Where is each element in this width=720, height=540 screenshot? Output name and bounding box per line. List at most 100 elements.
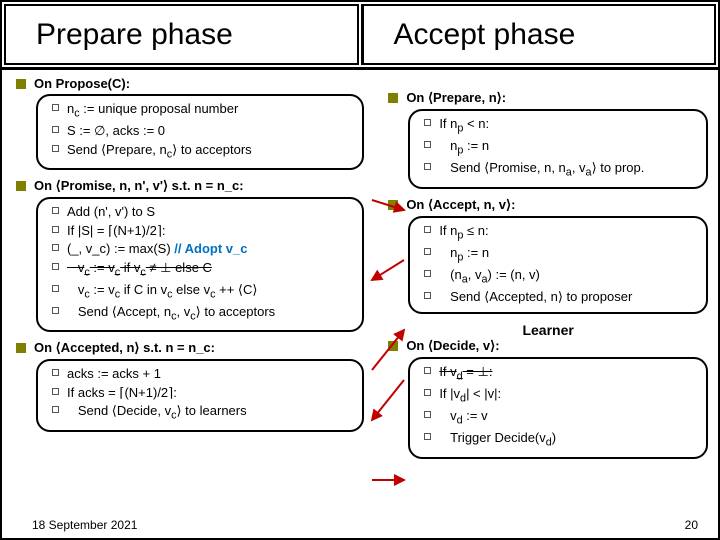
prepare-block: On ⟨Prepare, n⟩: If np < n: np := n Send… [388,90,708,189]
promise-box: Add (n', v') to SIf |S| = ⌈(N+1)/2⌉: (_,… [36,197,364,332]
sub-bullet-icon [52,406,59,413]
sub-bullet-icon [424,270,431,277]
pseudocode-text: acks := acks + 1 [67,365,161,383]
pseudocode-line: vd := v [418,407,698,428]
pseudocode-text: If |S| = ⌈(N+1)/2⌉: [67,222,166,240]
accept-phase-text: Accept phase [394,18,576,52]
acceptor-column: On ⟨Prepare, n⟩: If np < n: np := n Send… [374,70,718,510]
pseudocode-text: vc := vc if vc ≠ ⊥ else C [67,259,212,280]
sub-bullet-icon [424,389,431,396]
pseudocode-text: If acks = ⌈(N+1)/2⌉: [67,384,177,402]
sub-bullet-icon [52,126,59,133]
sub-bullet-icon [52,285,59,292]
sub-bullet-icon [424,119,431,126]
sub-bullet-icon [52,145,59,152]
pseudocode-line: Add (n', v') to S [46,203,354,221]
sub-bullet-icon [424,226,431,233]
prepare-box: If np < n: np := n Send ⟨Promise, n, na,… [408,109,708,189]
decide-box: If vd = ⊥:If |vd| < |v|: vd := v Trigger… [408,357,708,459]
promise-block: On ⟨Promise, n, n', v'⟩ s.t. n = n_c: Ad… [16,178,364,332]
decide-title-row: On ⟨Decide, v⟩: [388,338,708,354]
accepted-title-row: On ⟨Accepted, n⟩ s.t. n = n_c: [16,340,364,356]
sub-bullet-icon [52,104,59,111]
square-bullet-icon [16,79,26,89]
accepted-block: On ⟨Accepted, n⟩ s.t. n = n_c: acks := a… [16,340,364,431]
pseudocode-line: acks := acks + 1 [46,365,354,383]
decide-block: On ⟨Decide, v⟩: If vd = ⊥:If |vd| < |v|:… [388,338,708,459]
pseudocode-text: Send ⟨Accepted, n⟩ to proposer [439,288,632,306]
propose-title-row: On Propose(C): [16,76,364,91]
pseudocode-text: (na, va) := (n, v) [439,266,540,287]
learner-title: Learner [388,322,708,338]
pseudocode-line: If vd = ⊥: [418,363,698,384]
square-bullet-icon [388,93,398,103]
pseudocode-line: If |vd| < |v|: [418,385,698,406]
prepare-title-row: On ⟨Prepare, n⟩: [388,90,708,106]
sub-bullet-icon [52,244,59,251]
sub-bullet-icon [52,388,59,395]
square-bullet-icon [388,341,398,351]
content-area: On Propose(C): nc := unique proposal num… [2,70,718,510]
pseudocode-text: nc := unique proposal number [67,100,238,121]
pseudocode-line: vc := vc if vc ≠ ⊥ else C [46,259,354,280]
pseudocode-line: np := n [418,244,698,265]
pseudocode-text: If np < n: [439,115,489,136]
sub-bullet-icon [424,292,431,299]
prepare-title: On ⟨Prepare, n⟩: [406,90,506,106]
pseudocode-line: If np < n: [418,115,698,136]
pseudocode-line: If acks = ⌈(N+1)/2⌉: [46,384,354,402]
sub-bullet-icon [424,141,431,148]
pseudocode-line: np := n [418,137,698,158]
accepted-title: On ⟨Accepted, n⟩ s.t. n = n_c: [34,340,215,356]
pseudocode-text: If np ≤ n: [439,222,488,243]
accept-block: On ⟨Accept, n, v⟩: If np ≤ n: np := n (n… [388,197,708,314]
pseudocode-text: If |vd| < |v|: [439,385,501,406]
pseudocode-line: Send ⟨Accepted, n⟩ to proposer [418,288,698,306]
accepted-box: acks := acks + 1If acks = ⌈(N+1)/2⌉: Sen… [36,359,364,431]
pseudocode-text: vc := vc if C in vc else vc ++ ⟨C⟩ [67,281,257,302]
sub-bullet-icon [52,369,59,376]
square-bullet-icon [16,181,26,191]
pseudocode-line: If np ≤ n: [418,222,698,243]
propose-title: On Propose(C): [34,76,130,91]
pseudocode-line: Trigger Decide(vd) [418,429,698,450]
pseudocode-line: (na, va) := (n, v) [418,266,698,287]
pseudocode-line: Send ⟨Prepare, nc⟩ to acceptors [46,141,354,162]
propose-block: On Propose(C): nc := unique proposal num… [16,76,364,170]
pseudocode-text: S := ∅, acks := 0 [67,122,165,140]
page-number: 20 [685,518,698,532]
pseudocode-text: Add (n', v') to S [67,203,155,221]
sub-bullet-icon [424,248,431,255]
pseudocode-text: Send ⟨Promise, n, na, va⟩ to prop. [439,159,644,180]
accept-title-row: On ⟨Accept, n, v⟩: [388,197,708,213]
pseudocode-text: (_, v_c) := max(S) // Adopt v_c [67,240,247,258]
prepare-phase-title: Prepare phase [4,4,359,65]
pseudocode-line: S := ∅, acks := 0 [46,122,354,140]
sub-bullet-icon [52,307,59,314]
accept-box: If np ≤ n: np := n (na, va) := (n, v) Se… [408,216,708,314]
sub-bullet-icon [52,207,59,214]
pseudocode-text: Trigger Decide(vd) [439,429,556,450]
sub-bullet-icon [52,226,59,233]
pseudocode-text: np := n [439,137,489,158]
pseudocode-text: Send ⟨Accept, nc, vc⟩ to acceptors [67,303,275,324]
pseudocode-text: np := n [439,244,489,265]
accept-title: On ⟨Accept, n, v⟩: [406,197,515,213]
propose-box: nc := unique proposal numberS := ∅, acks… [36,94,364,170]
decide-title: On ⟨Decide, v⟩: [406,338,499,354]
pseudocode-line: If |S| = ⌈(N+1)/2⌉: [46,222,354,240]
pseudocode-text: Send ⟨Prepare, nc⟩ to acceptors [67,141,252,162]
square-bullet-icon [388,200,398,210]
promise-title-row: On ⟨Promise, n, n', v'⟩ s.t. n = n_c: [16,178,364,194]
promise-title: On ⟨Promise, n, n', v'⟩ s.t. n = n_c: [34,178,244,194]
pseudocode-line: vc := vc if C in vc else vc ++ ⟨C⟩ [46,281,354,302]
square-bullet-icon [16,343,26,353]
sub-bullet-icon [424,163,431,170]
sub-bullet-icon [52,263,59,270]
sub-bullet-icon [424,367,431,374]
prepare-phase-text: Prepare phase [36,18,233,52]
pseudocode-text: vd := v [439,407,487,428]
header-row: Prepare phase Accept phase [2,2,718,70]
pseudocode-line: Send ⟨Accept, nc, vc⟩ to acceptors [46,303,354,324]
pseudocode-text: Send ⟨Decide, vc⟩ to learners [67,402,247,423]
